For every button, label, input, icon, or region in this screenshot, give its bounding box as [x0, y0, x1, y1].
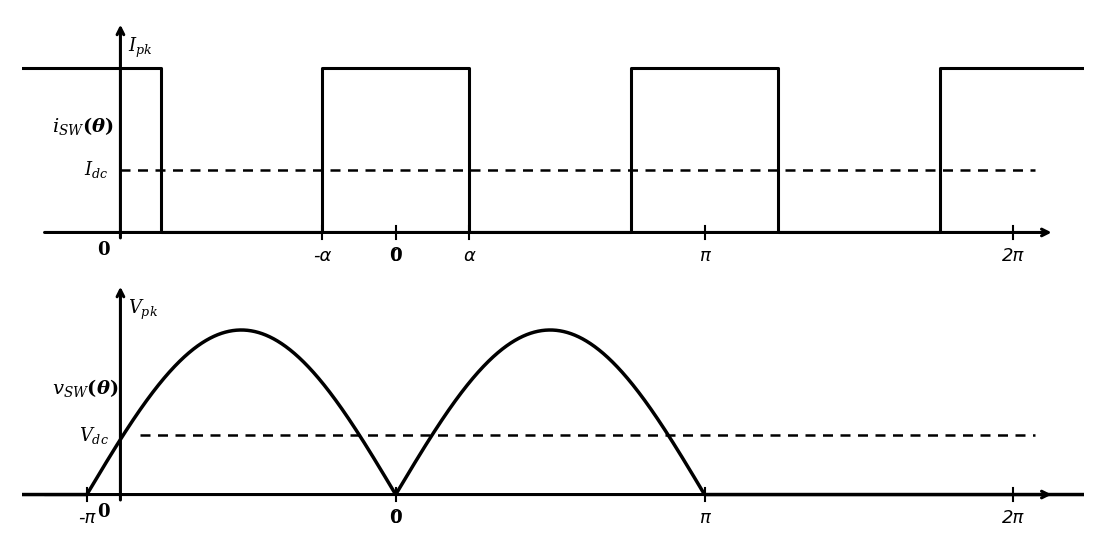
- Text: $\mathbf{0}$: $\mathbf{0}$: [97, 241, 111, 259]
- Text: $I_{dc}$: $I_{dc}$: [84, 159, 108, 180]
- Text: α: α: [463, 247, 476, 265]
- Text: 0: 0: [390, 509, 401, 527]
- Text: $\mathbf{0}$: $\mathbf{0}$: [389, 247, 403, 265]
- Text: $\mathbf{0}$: $\mathbf{0}$: [97, 503, 111, 521]
- Text: $\boldsymbol{i_{SW}(\theta)}$: $\boldsymbol{i_{SW}(\theta)}$: [52, 115, 113, 136]
- Text: -α: -α: [313, 247, 331, 265]
- Text: π: π: [699, 509, 710, 527]
- Text: -π: -π: [79, 509, 95, 527]
- Text: 0: 0: [390, 247, 401, 265]
- Text: $V_{pk}$: $V_{pk}$: [128, 298, 158, 322]
- Text: 2π: 2π: [1002, 509, 1024, 527]
- Text: $I_{pk}$: $I_{pk}$: [128, 35, 153, 60]
- Text: π: π: [699, 247, 710, 265]
- Text: $\boldsymbol{v_{SW}(\theta)}$: $\boldsymbol{v_{SW}(\theta)}$: [52, 377, 118, 399]
- Text: $V_{dc}$: $V_{dc}$: [79, 425, 108, 446]
- Text: $\mathbf{0}$: $\mathbf{0}$: [389, 509, 403, 527]
- Text: 2π: 2π: [1002, 247, 1024, 265]
